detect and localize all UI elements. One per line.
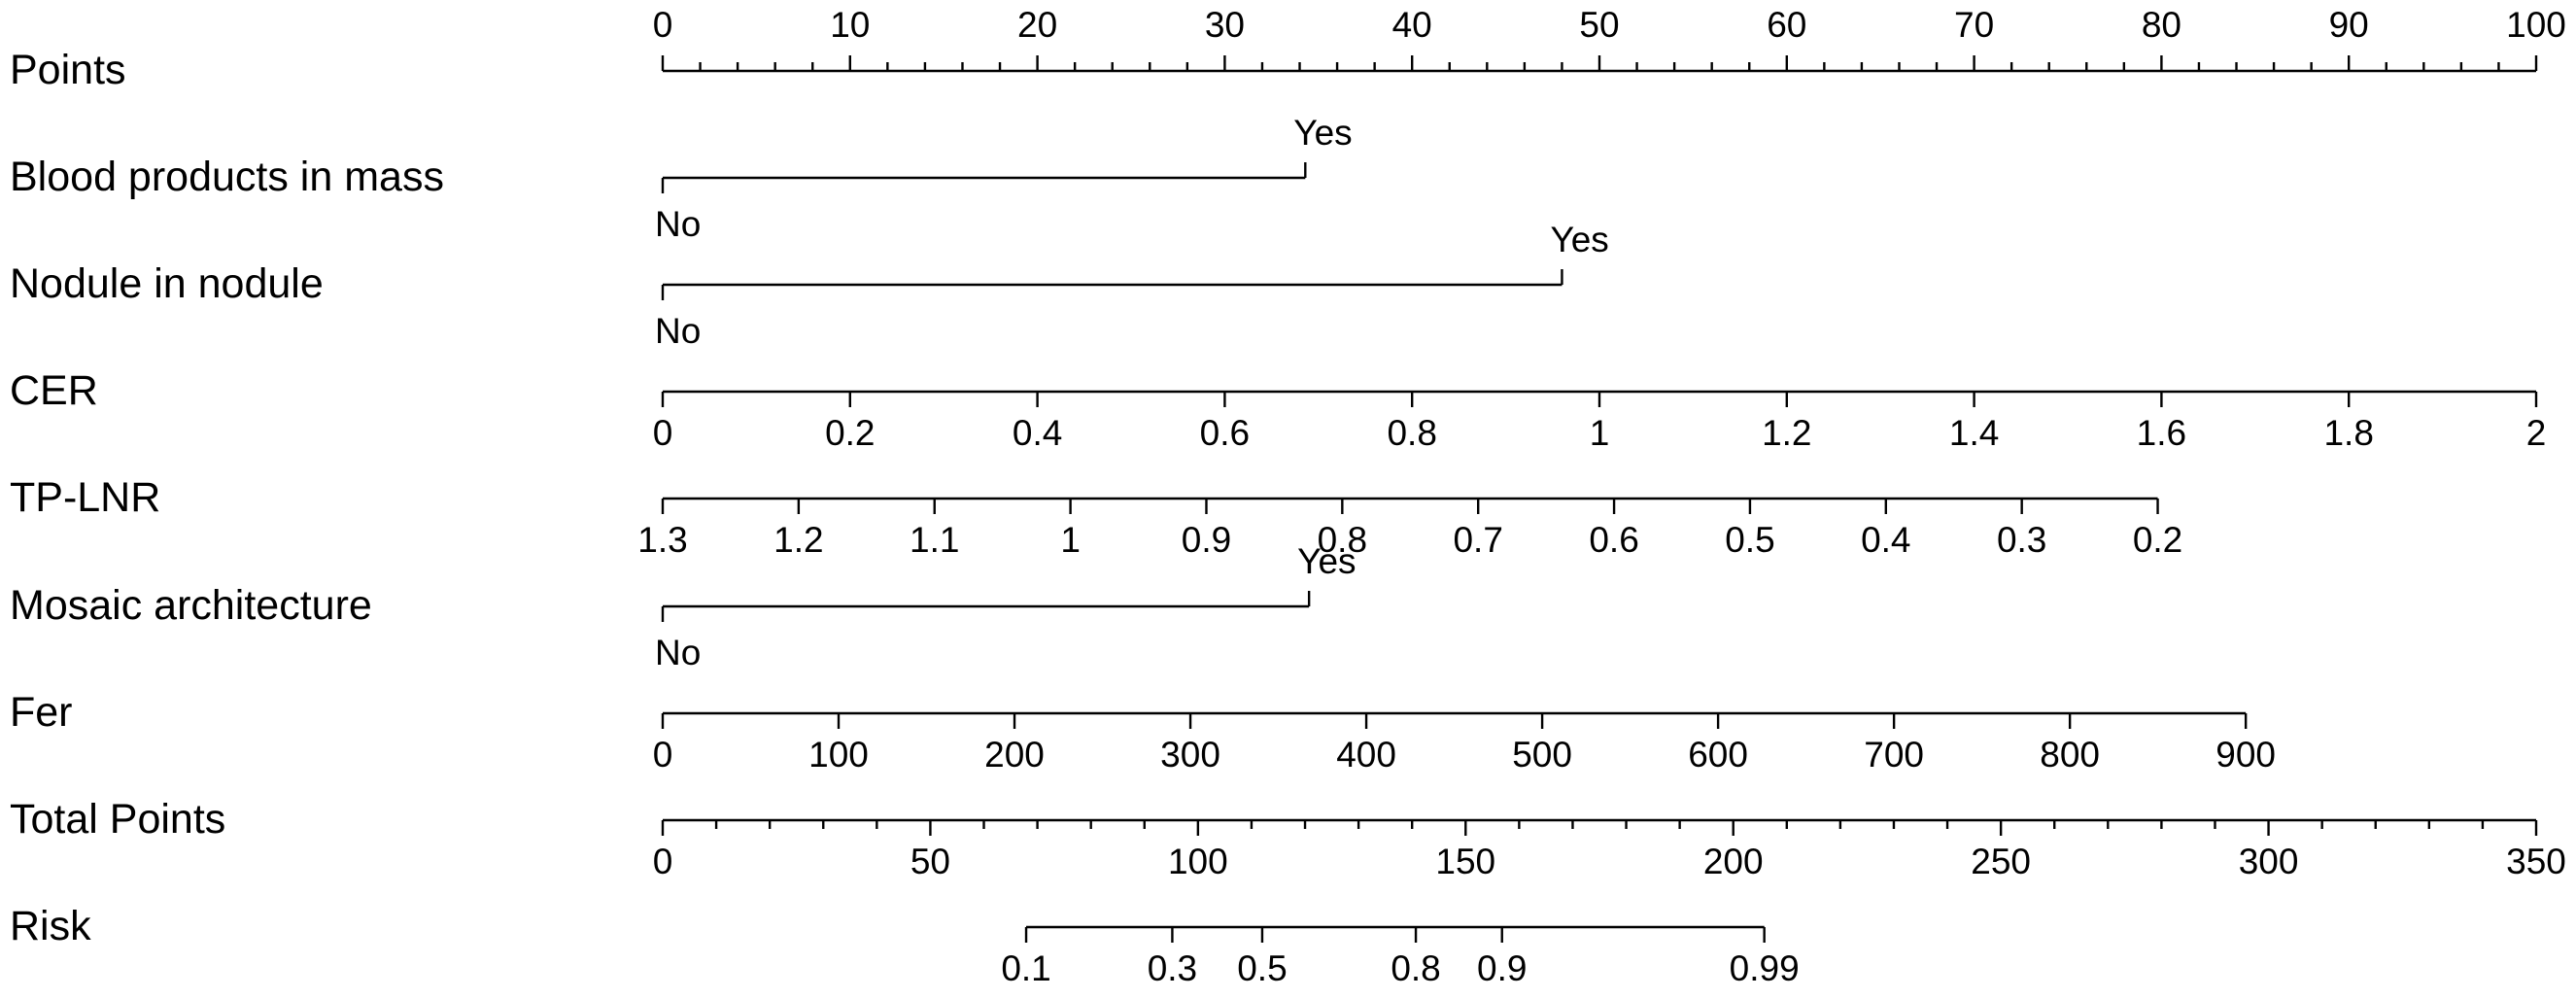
row-points: 0 10 20 30 40 50 60 70 80 90 100 xyxy=(653,5,2566,73)
tick-label-points: 0 xyxy=(653,5,673,45)
row-cer: 0 0.2 0.4 0.6 0.8 1 1.2 1.4 1.6 1.8 2 xyxy=(653,390,2547,453)
tick-label-fer: 600 xyxy=(1688,735,1748,775)
tick-label-fer: 400 xyxy=(1336,735,1396,775)
row-risk: 0.1 0.3 0.5 0.8 0.9 0.99 xyxy=(1001,925,1800,988)
row-labels: Points Blood products in mass Nodule in no… xyxy=(10,47,444,949)
tick-label-tp-lnr: 1 xyxy=(1060,520,1081,560)
row-label-total-points: Total Points xyxy=(10,796,225,843)
tick-label-total-points: 50 xyxy=(910,842,950,881)
tick-label-tp-lnr: 0.4 xyxy=(1861,520,1910,560)
row-total-points: 0 50 100 150 200 250 300 350 xyxy=(653,818,2566,881)
level-label-no-blood-products-in-mass: No xyxy=(655,204,701,244)
tick-label-total-points: 0 xyxy=(653,842,673,881)
tick-label-cer: 2 xyxy=(2526,413,2547,453)
tick-label-tp-lnr: 0.7 xyxy=(1453,520,1502,560)
level-label-no-nodule-in-nodule: No xyxy=(655,311,701,351)
tick-label-points: 10 xyxy=(830,5,870,45)
tick-label-total-points: 200 xyxy=(1703,842,1764,881)
row-label-tp-lnr: TP-LNR xyxy=(10,474,160,521)
row-blood-products-in-mass: No Yes xyxy=(655,113,1353,244)
tick-label-fer: 300 xyxy=(1160,735,1220,775)
tick-label-fer: 100 xyxy=(808,735,869,775)
level-label-yes-nodule-in-nodule: Yes xyxy=(1550,220,1608,259)
tick-label-fer: 200 xyxy=(984,735,1045,775)
tick-label-cer: 1.4 xyxy=(1949,413,1999,453)
tick-label-risk: 0.9 xyxy=(1477,948,1527,988)
tick-label-fer: 0 xyxy=(653,735,673,775)
tick-label-tp-lnr: 1.3 xyxy=(637,520,687,560)
row-label-mosaic-architecture: Mosaic architecture xyxy=(10,582,372,629)
tick-label-points: 80 xyxy=(2142,5,2181,45)
tick-label-cer: 0.2 xyxy=(825,413,875,453)
tick-label-tp-lnr: 0.6 xyxy=(1589,520,1638,560)
level-label-no-mosaic-architecture: No xyxy=(655,633,701,672)
tick-label-tp-lnr: 1.2 xyxy=(773,520,823,560)
tick-label-cer: 0.8 xyxy=(1387,413,1436,453)
tick-label-tp-lnr: 0.3 xyxy=(1997,520,2046,560)
tick-label-cer: 1.6 xyxy=(2137,413,2186,453)
row-label-nodule-in-nodule: Nodule in nodule xyxy=(10,260,324,307)
tick-label-total-points: 300 xyxy=(2239,842,2299,881)
row-tp-lnr: 1.3 1.2 1.1 1 0.9 0.8 0.7 0.6 0.5 0.4 0.3 0.2 xyxy=(637,497,2182,560)
tick-label-risk: 0.5 xyxy=(1237,948,1287,988)
tick-label-risk: 0.3 xyxy=(1148,948,1197,988)
row-label-risk: Risk xyxy=(10,903,91,949)
tick-label-cer: 1 xyxy=(1590,413,1610,453)
tick-label-cer: 0.4 xyxy=(1013,413,1062,453)
tick-label-cer: 0.6 xyxy=(1200,413,1250,453)
tick-label-points: 70 xyxy=(1954,5,1994,45)
row-label-blood-products-in-mass: Blood products in mass xyxy=(10,154,444,200)
row-fer: 0 100 200 300 400 500 600 700 800 900 xyxy=(653,711,2276,775)
tick-label-risk: 0.99 xyxy=(1730,948,1800,988)
tick-label-tp-lnr: 0.5 xyxy=(1725,520,1774,560)
tick-label-points: 30 xyxy=(1205,5,1245,45)
tick-label-risk: 0.8 xyxy=(1391,948,1440,988)
tick-label-cer: 1.2 xyxy=(1762,413,1811,453)
tick-label-risk: 0.1 xyxy=(1001,948,1050,988)
tick-label-tp-lnr: 0.2 xyxy=(2133,520,2182,560)
tick-label-points: 50 xyxy=(1579,5,1619,45)
tick-label-fer: 800 xyxy=(2040,735,2100,775)
tick-label-points: 100 xyxy=(2506,5,2566,45)
row-label-points: Points xyxy=(10,47,126,93)
tick-label-tp-lnr: 1.1 xyxy=(910,520,959,560)
tick-label-points: 60 xyxy=(1767,5,1806,45)
row-mosaic-architecture: No Yes xyxy=(655,541,1357,672)
tick-label-tp-lnr: 0.8 xyxy=(1318,520,1367,560)
tick-label-points: 20 xyxy=(1017,5,1057,45)
tick-label-points: 90 xyxy=(2329,5,2369,45)
tick-label-total-points: 350 xyxy=(2506,842,2566,881)
tick-label-fer: 900 xyxy=(2215,735,2276,775)
row-label-fer: Fer xyxy=(10,689,73,736)
tick-label-cer: 1.8 xyxy=(2323,413,2373,453)
row-nodule-in-nodule: No Yes xyxy=(655,220,1609,351)
tick-label-fer: 500 xyxy=(1512,735,1572,775)
tick-label-total-points: 150 xyxy=(1435,842,1495,881)
tick-label-points: 40 xyxy=(1392,5,1432,45)
tick-label-tp-lnr: 0.9 xyxy=(1182,520,1231,560)
level-label-yes-blood-products-in-mass: Yes xyxy=(1293,113,1352,153)
tick-label-fer: 700 xyxy=(1864,735,1924,775)
row-label-cer: CER xyxy=(10,367,98,414)
level-label-yes-mosaic-architecture: Yes xyxy=(1297,541,1356,581)
tick-label-cer: 0 xyxy=(653,413,673,453)
tick-label-total-points: 100 xyxy=(1168,842,1228,881)
tick-label-total-points: 250 xyxy=(1971,842,2031,881)
